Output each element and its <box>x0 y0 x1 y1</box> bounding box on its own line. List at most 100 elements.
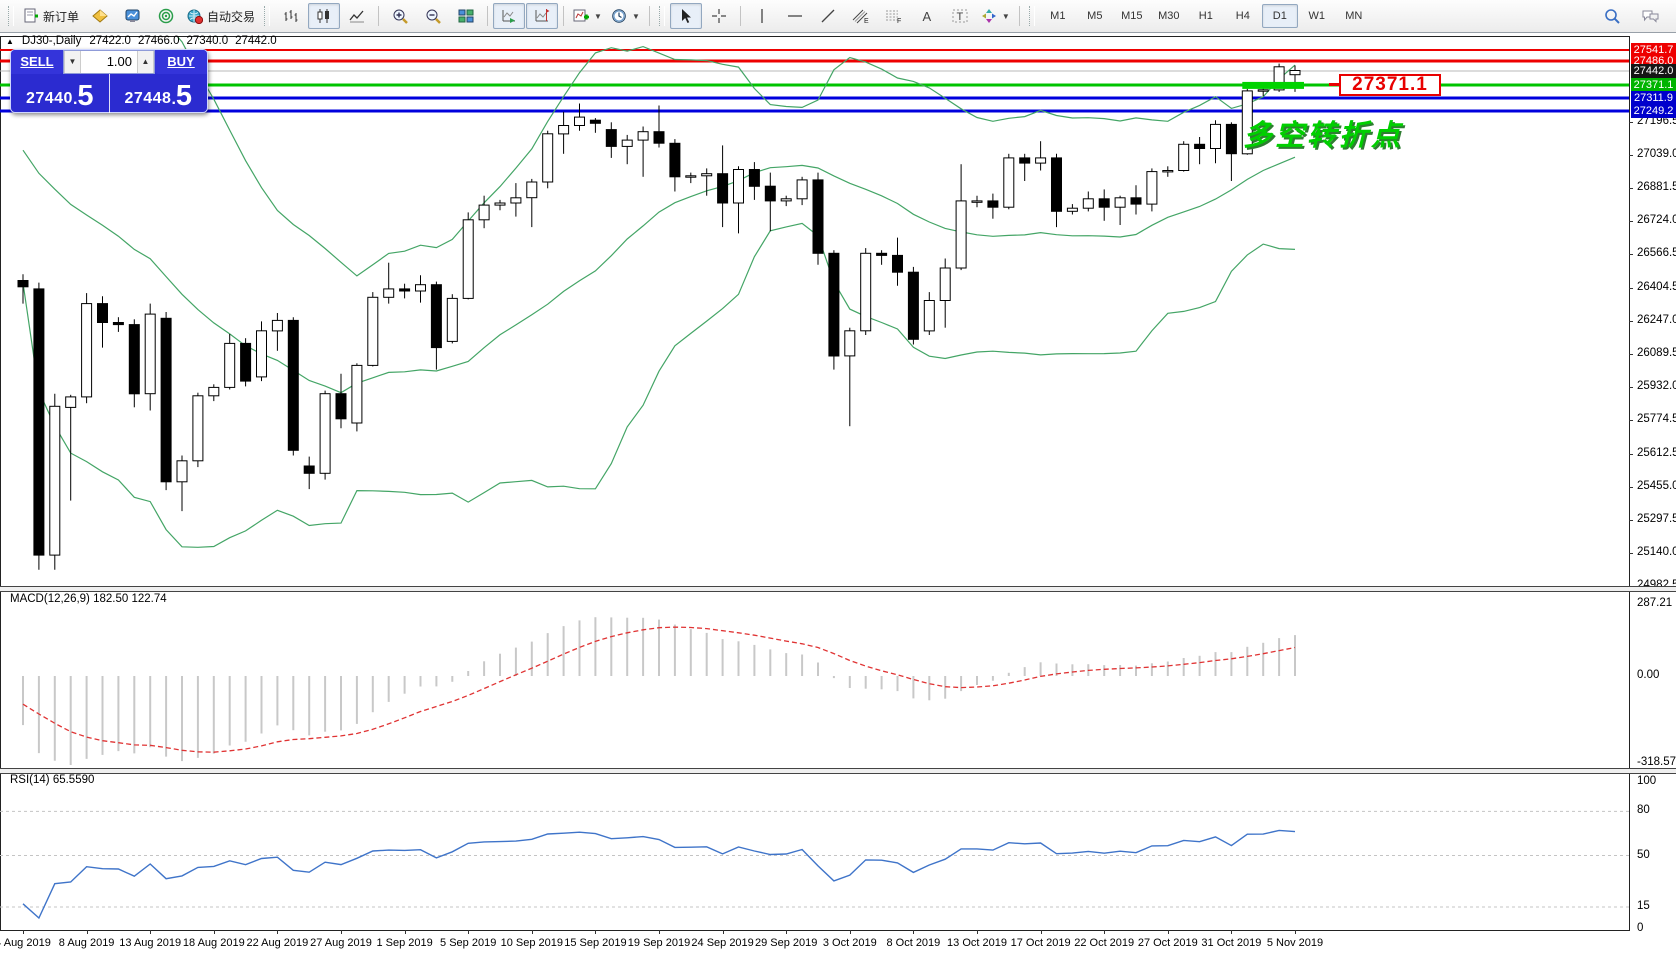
candle-body[interactable] <box>97 303 108 324</box>
candle-body[interactable] <box>1241 90 1253 155</box>
zoom-in-icon[interactable] <box>384 3 416 29</box>
candle-body[interactable] <box>685 175 697 178</box>
candle-body[interactable] <box>256 330 267 378</box>
text-label-tool-icon[interactable]: T <box>944 3 976 29</box>
pane-separator[interactable] <box>0 768 1676 774</box>
candle-body[interactable] <box>1019 157 1031 164</box>
sell-price[interactable]: 27440. 5 <box>11 74 110 113</box>
candle-body[interactable] <box>81 303 93 398</box>
volume-value[interactable]: 1.00 <box>106 54 132 69</box>
candle-body[interactable] <box>430 284 442 349</box>
vertical-line-tool-icon[interactable] <box>746 3 778 29</box>
candle-body[interactable] <box>876 252 888 256</box>
candle-body[interactable] <box>717 173 729 204</box>
candle-body[interactable] <box>335 393 347 420</box>
turning-point-label[interactable]: 多空转折点 <box>1243 120 1404 152</box>
candle-body[interactable] <box>128 324 140 395</box>
candle-body[interactable] <box>1289 70 1301 76</box>
sound-alert-icon[interactable] <box>150 3 182 29</box>
time-axis-label[interactable]: 5 Sep 2019 <box>440 937 497 949</box>
time-axis-label[interactable]: 8 Oct 2019 <box>886 937 941 949</box>
buy-price[interactable]: 27448. 5 <box>110 74 208 113</box>
candle-body[interactable] <box>1257 89 1269 92</box>
candle-body[interactable] <box>1066 207 1078 212</box>
timeframe-mn[interactable]: MN <box>1345 10 1363 22</box>
candle-body[interactable] <box>1051 157 1062 212</box>
volume-decrease-button[interactable]: ▼ <box>64 51 81 73</box>
candle-body[interactable] <box>192 395 204 462</box>
timeframe-d1[interactable]: D1 <box>1261 4 1298 28</box>
candle-body[interactable] <box>1098 198 1110 208</box>
candle-body[interactable] <box>907 271 919 340</box>
candle-body[interactable] <box>605 129 617 147</box>
candle-body[interactable] <box>351 364 363 424</box>
toolbar-grip[interactable] <box>264 6 271 26</box>
candle-body[interactable] <box>733 169 744 204</box>
chat-icon[interactable] <box>1634 3 1666 29</box>
timeframe-m1[interactable]: M1 <box>1050 10 1066 22</box>
time-axis-label[interactable]: 27 Oct 2019 <box>1137 937 1198 949</box>
candle-body[interactable] <box>33 288 45 556</box>
candle-body[interactable] <box>1162 170 1174 173</box>
chart-shift-icon[interactable] <box>526 3 559 29</box>
candle-body[interactable] <box>383 288 395 298</box>
candle-body[interactable] <box>415 284 426 292</box>
equidistant-channel-tool-icon[interactable]: E <box>845 3 877 29</box>
candle-body[interactable] <box>1178 143 1190 172</box>
candle-body[interactable] <box>462 219 474 299</box>
candle-body[interactable] <box>399 288 411 292</box>
candle-body[interactable] <box>65 396 77 408</box>
text-tool-icon[interactable]: A <box>922 8 932 24</box>
candle-body[interactable] <box>494 202 506 206</box>
time-axis-label[interactable]: 10 Sep 2019 <box>500 937 563 949</box>
candle-body[interactable] <box>303 465 315 474</box>
chart-canvas[interactable] <box>0 34 1676 955</box>
toolbar-grip[interactable] <box>8 6 14 26</box>
time-axis-label[interactable]: 4 Aug 2019 <box>0 937 51 949</box>
new-order-button[interactable]: 新订单 <box>19 3 83 29</box>
candle-body[interactable] <box>701 173 713 177</box>
candle-body[interactable] <box>49 405 61 556</box>
candle-body[interactable] <box>287 319 299 451</box>
panel-collapse-icon[interactable]: ▲ <box>6 37 14 46</box>
price-callout-label[interactable]: 27371.1 <box>1339 74 1441 96</box>
bar-chart-icon[interactable] <box>275 3 307 29</box>
candle-body[interactable] <box>892 254 903 273</box>
time-axis-label[interactable]: 22 Aug 2019 <box>246 937 309 949</box>
candle-body[interactable] <box>812 179 824 254</box>
candle-body[interactable] <box>17 280 29 288</box>
time-axis-label[interactable]: 19 Sep 2019 <box>627 937 691 949</box>
candle-body[interactable] <box>1194 143 1206 150</box>
periods-menu-button[interactable]: ▼ <box>607 3 644 29</box>
indicators-menu-button[interactable]: ▼ <box>569 3 606 29</box>
candle-body[interactable] <box>796 179 808 200</box>
candle-body[interactable] <box>271 319 283 332</box>
time-axis-label[interactable]: 18 Aug 2019 <box>182 937 245 949</box>
candle-body[interactable] <box>1210 123 1221 150</box>
candle-body[interactable] <box>558 125 570 135</box>
candle-body[interactable] <box>589 119 601 124</box>
candle-body[interactable] <box>1146 171 1158 205</box>
candle-body[interactable] <box>542 133 554 183</box>
volume-increase-button[interactable]: ▲ <box>137 51 154 73</box>
candle-body[interactable] <box>160 317 172 483</box>
chart-profile-icon[interactable] <box>84 3 116 29</box>
arrows-menu-button[interactable]: ▼ <box>977 3 1014 29</box>
trendline-tool-icon[interactable] <box>812 3 844 29</box>
time-axis-label[interactable]: 29 Sep 2019 <box>754 937 818 949</box>
candle-body[interactable] <box>923 300 935 332</box>
candle-body[interactable] <box>144 313 156 395</box>
candle-body[interactable] <box>446 297 458 342</box>
candle-body[interactable] <box>1003 157 1015 208</box>
line-chart-icon[interactable] <box>341 3 373 29</box>
time-axis-label[interactable]: 1 Sep 2019 <box>376 937 433 949</box>
time-axis-label[interactable]: 22 Oct 2019 <box>1074 937 1135 949</box>
candle-body[interactable] <box>653 131 665 144</box>
candle-body[interactable] <box>367 296 379 366</box>
timeframe-m5[interactable]: M5 <box>1087 10 1103 22</box>
candle-body[interactable] <box>828 252 840 357</box>
horizontal-line-tool-icon[interactable] <box>779 3 811 29</box>
time-axis-label[interactable]: 13 Aug 2019 <box>119 937 182 949</box>
candle-body[interactable] <box>208 386 220 397</box>
autotrading-button[interactable]: 自动交易 <box>183 3 259 29</box>
